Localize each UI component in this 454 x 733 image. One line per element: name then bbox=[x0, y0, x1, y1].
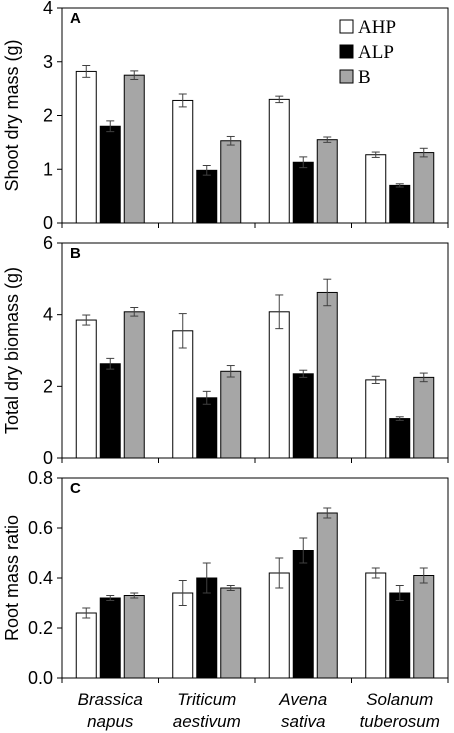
bar-alp bbox=[389, 184, 411, 224]
bar-b bbox=[413, 376, 435, 459]
y-tick-label: 6 bbox=[43, 233, 53, 253]
bar-ahp bbox=[365, 379, 387, 459]
y-tick-label: 2 bbox=[43, 106, 53, 126]
y-axis-label: Root mass ratio bbox=[2, 515, 22, 641]
bar-ahp bbox=[268, 572, 290, 679]
x-category-label: sativa bbox=[281, 712, 325, 731]
bar-b bbox=[413, 152, 435, 224]
y-axis-label: Total dry biomass (g) bbox=[2, 267, 22, 434]
panel-a: 0 1 2 3 4 Shoot dry mass (g) A AHP ALP B bbox=[2, 0, 449, 233]
panel-letter: B bbox=[70, 245, 81, 262]
y-axis-label: Shoot dry mass (g) bbox=[2, 39, 22, 191]
bar-alp bbox=[292, 373, 314, 459]
y-tick-label: 4 bbox=[43, 0, 53, 18]
x-category-label: tuberosum bbox=[360, 712, 440, 731]
bar-alp bbox=[292, 161, 314, 224]
y-tick-label: 2 bbox=[43, 376, 53, 396]
panel-letter: C bbox=[70, 480, 81, 497]
bar-ahp bbox=[268, 311, 290, 459]
bar-b bbox=[123, 74, 145, 224]
bar-b bbox=[123, 311, 145, 459]
bar-alp bbox=[99, 125, 121, 224]
bar-ahp bbox=[365, 572, 387, 679]
bar-b bbox=[413, 575, 435, 679]
y-tick-label: 3 bbox=[43, 52, 53, 72]
y-tick-label: 0 bbox=[43, 213, 53, 233]
x-category-label: Solanum bbox=[366, 690, 433, 709]
legend-label: B bbox=[358, 67, 371, 88]
y-tick-label: 4 bbox=[43, 305, 53, 325]
y-tick-label: 0 bbox=[43, 448, 53, 468]
bar-b bbox=[220, 587, 242, 679]
bar-ahp bbox=[268, 98, 290, 224]
y-tick-label: 0.6 bbox=[28, 518, 53, 538]
panel-b: 0 2 4 6 Total dry biomass (g) B bbox=[2, 233, 449, 468]
bar-ahp bbox=[75, 70, 97, 224]
panel-letter: A bbox=[70, 10, 81, 27]
legend-swatch-ahp bbox=[339, 19, 354, 34]
bar-alp bbox=[292, 550, 314, 679]
x-category-label: Brassica bbox=[78, 690, 143, 709]
x-category-label: napus bbox=[87, 712, 134, 731]
bar-ahp bbox=[365, 154, 387, 224]
x-category-label: Triticum bbox=[177, 690, 236, 709]
bar-alp bbox=[99, 363, 121, 459]
y-tick-label: 1 bbox=[43, 159, 53, 179]
legend-label: ALP bbox=[358, 42, 394, 63]
bar-ahp bbox=[172, 99, 194, 224]
legend-swatch-alp bbox=[339, 44, 354, 59]
x-category-label: Avena bbox=[278, 690, 327, 709]
bar-b bbox=[316, 291, 338, 459]
legend-swatch-b bbox=[339, 69, 354, 84]
bar-alp bbox=[99, 597, 121, 679]
bar-b bbox=[220, 370, 242, 459]
y-tick-label: 0.2 bbox=[28, 618, 53, 638]
x-category-label: aestivum bbox=[173, 712, 241, 731]
bar-alp bbox=[389, 418, 411, 459]
bar-b bbox=[316, 512, 338, 679]
bar-alp bbox=[196, 169, 218, 224]
bar-ahp bbox=[75, 319, 97, 459]
bar-ahp bbox=[172, 330, 194, 459]
legend: AHP ALP B bbox=[339, 17, 396, 88]
bar-alp bbox=[196, 397, 218, 459]
bar-ahp bbox=[75, 612, 97, 679]
legend-label: AHP bbox=[358, 17, 396, 38]
bar-b bbox=[123, 595, 145, 679]
bar-alp bbox=[389, 592, 411, 679]
y-tick-label: 0.0 bbox=[28, 668, 53, 688]
y-tick-label: 0.4 bbox=[28, 568, 53, 588]
bar-b bbox=[316, 139, 338, 224]
bar-b bbox=[220, 140, 242, 224]
y-tick-label: 0.8 bbox=[28, 468, 53, 488]
panel-c: 0.0 0.2 0.4 0.6 0.8 Root mass ratio C bbox=[2, 468, 449, 688]
